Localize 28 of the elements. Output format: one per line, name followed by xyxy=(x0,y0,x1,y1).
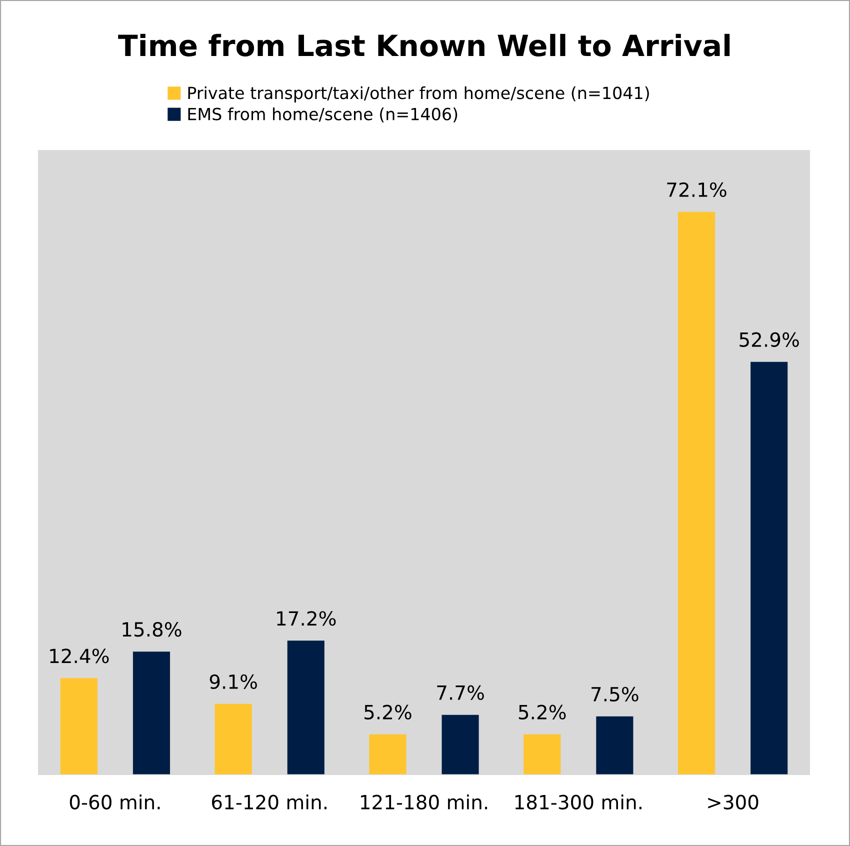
bar xyxy=(524,734,561,775)
data-label: 17.2% xyxy=(277,611,336,626)
legend-label: Private transport/taxi/other from home/scene (n=1041) xyxy=(188,86,649,102)
data-label: 5.2% xyxy=(518,704,566,720)
bar xyxy=(132,652,170,775)
bar xyxy=(750,362,788,775)
chart-title: Time from Last Known Well to Arrival xyxy=(118,34,730,56)
bar xyxy=(596,716,634,775)
bar xyxy=(214,704,252,775)
data-label: 7.7% xyxy=(437,685,484,700)
legend-label: EMS from home/scene (n=1406) xyxy=(188,107,458,122)
data-label: 52.9% xyxy=(740,332,799,347)
x-tick-label: 0-60 min. xyxy=(70,794,160,810)
data-label: 5.2% xyxy=(364,704,412,720)
data-label: 12.4% xyxy=(50,648,109,664)
x-tick-label: 61-120 min. xyxy=(212,794,326,810)
data-label: 9.1% xyxy=(210,674,257,690)
bar xyxy=(442,714,479,775)
data-label: 72.1% xyxy=(667,182,726,198)
bar xyxy=(60,678,98,775)
bar xyxy=(678,212,716,775)
data-label: 15.8% xyxy=(122,622,182,637)
x-tick-label: >300 xyxy=(708,794,758,810)
data-label: 7.5% xyxy=(592,686,638,702)
bar xyxy=(287,640,324,775)
x-tick-label: 181-300 min. xyxy=(515,794,642,810)
bar xyxy=(369,734,406,775)
x-tick-label: 121-180 min. xyxy=(361,794,488,810)
